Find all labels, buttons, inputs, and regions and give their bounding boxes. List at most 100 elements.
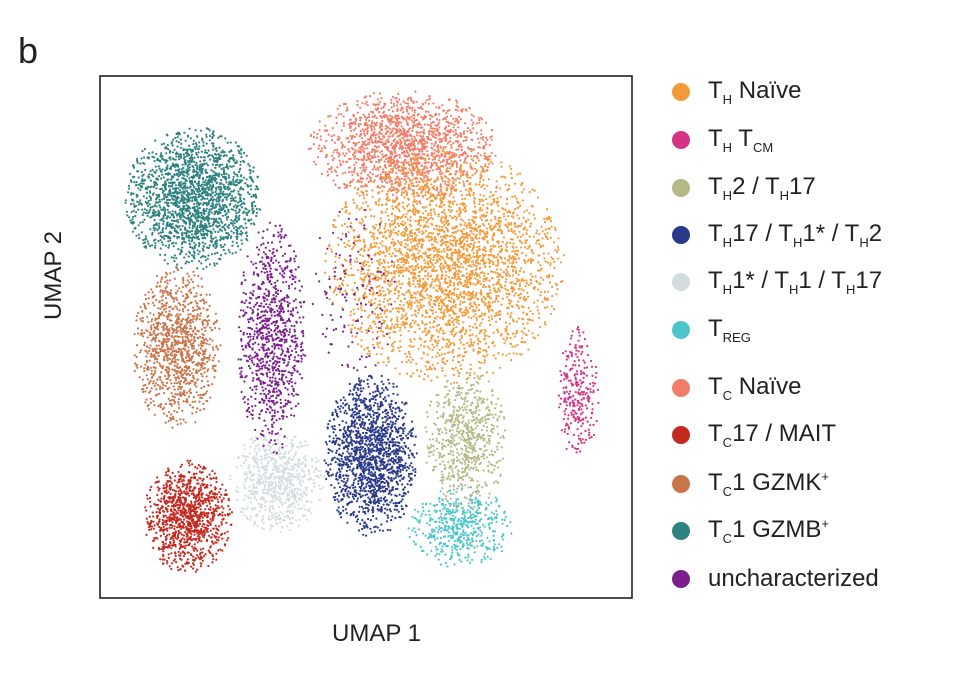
point bbox=[483, 246, 486, 249]
point bbox=[508, 223, 511, 226]
point bbox=[408, 299, 411, 302]
point bbox=[433, 346, 436, 349]
point bbox=[365, 100, 368, 103]
point bbox=[144, 168, 147, 172]
point bbox=[408, 284, 411, 288]
point bbox=[458, 242, 461, 246]
point bbox=[516, 214, 519, 217]
point bbox=[409, 219, 412, 222]
point bbox=[468, 344, 471, 347]
point bbox=[426, 179, 429, 182]
point bbox=[430, 121, 433, 124]
point bbox=[393, 247, 396, 250]
point bbox=[411, 126, 414, 129]
point bbox=[444, 278, 447, 281]
point bbox=[401, 145, 404, 148]
point bbox=[469, 183, 472, 186]
point bbox=[452, 182, 455, 185]
point bbox=[461, 359, 464, 362]
point bbox=[549, 236, 552, 239]
point bbox=[376, 140, 380, 143]
point bbox=[474, 313, 477, 316]
point bbox=[375, 353, 378, 356]
point bbox=[545, 208, 549, 211]
point bbox=[384, 255, 387, 258]
point bbox=[461, 219, 464, 222]
point bbox=[433, 256, 436, 259]
point bbox=[486, 138, 489, 141]
point bbox=[485, 121, 488, 124]
point bbox=[383, 146, 387, 149]
point bbox=[511, 318, 514, 321]
point bbox=[531, 319, 534, 322]
point bbox=[461, 256, 464, 259]
point bbox=[475, 294, 478, 297]
point bbox=[388, 336, 391, 339]
point bbox=[357, 158, 360, 161]
point bbox=[475, 122, 478, 125]
point bbox=[439, 188, 442, 192]
point bbox=[365, 118, 368, 121]
point bbox=[435, 284, 438, 287]
point bbox=[427, 186, 430, 189]
point bbox=[357, 174, 360, 177]
point bbox=[342, 121, 345, 125]
point bbox=[407, 105, 410, 108]
point bbox=[492, 283, 495, 287]
point bbox=[408, 187, 411, 190]
point bbox=[331, 158, 334, 162]
point bbox=[362, 280, 365, 283]
point bbox=[406, 144, 409, 147]
point bbox=[385, 154, 388, 157]
point bbox=[469, 176, 472, 179]
point bbox=[479, 176, 482, 180]
point bbox=[435, 118, 438, 121]
point bbox=[430, 146, 433, 149]
point bbox=[496, 202, 499, 205]
point bbox=[385, 250, 388, 253]
point bbox=[419, 255, 422, 258]
point bbox=[507, 229, 510, 232]
point bbox=[332, 151, 335, 154]
point bbox=[444, 243, 448, 246]
point bbox=[533, 217, 536, 220]
point bbox=[442, 235, 445, 238]
point bbox=[395, 154, 398, 157]
point bbox=[328, 168, 331, 171]
point bbox=[408, 107, 411, 110]
point bbox=[424, 330, 427, 333]
point bbox=[357, 307, 360, 311]
point bbox=[405, 355, 408, 358]
point bbox=[400, 130, 403, 133]
point bbox=[378, 250, 382, 253]
point bbox=[520, 267, 523, 270]
point bbox=[331, 154, 334, 157]
point bbox=[507, 333, 510, 336]
point bbox=[467, 222, 470, 225]
point bbox=[353, 237, 356, 240]
point bbox=[411, 265, 414, 268]
point bbox=[383, 261, 386, 264]
point bbox=[324, 124, 327, 127]
point bbox=[458, 303, 462, 306]
point bbox=[346, 160, 349, 163]
point bbox=[319, 135, 322, 138]
point bbox=[378, 227, 381, 230]
point bbox=[452, 142, 455, 145]
point bbox=[432, 326, 435, 329]
point bbox=[407, 153, 410, 156]
point bbox=[363, 260, 367, 263]
point bbox=[500, 247, 503, 250]
point bbox=[465, 268, 468, 271]
point bbox=[518, 239, 521, 242]
point bbox=[425, 229, 428, 232]
point bbox=[459, 270, 462, 273]
point bbox=[446, 109, 449, 112]
point bbox=[440, 277, 443, 280]
point bbox=[422, 116, 425, 119]
point bbox=[478, 360, 481, 364]
point bbox=[353, 163, 356, 166]
point bbox=[444, 182, 447, 185]
point bbox=[483, 144, 486, 148]
point bbox=[138, 201, 141, 204]
